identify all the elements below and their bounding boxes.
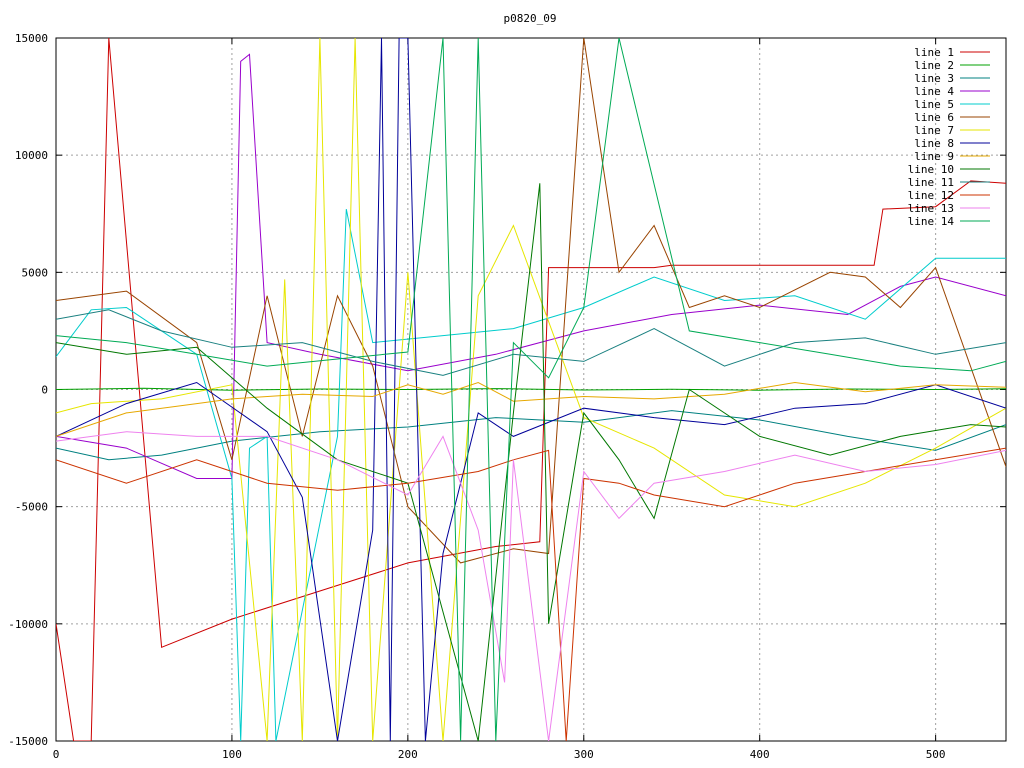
legend-label: line 14 [908, 215, 955, 228]
y-tick-label: 5000 [22, 266, 49, 279]
series-line-7 [56, 38, 1006, 741]
x-tick-label: 300 [574, 748, 594, 761]
legend-label: line 6 [914, 111, 954, 124]
series-line-6 [56, 38, 1006, 564]
y-tick-label: -5000 [15, 501, 48, 514]
series-line-1 [56, 38, 1006, 741]
series-line-13 [56, 431, 1006, 741]
chart-title: p0820_09 [504, 12, 557, 25]
y-tick-label: -15000 [8, 735, 48, 748]
legend-label: line 3 [914, 72, 954, 85]
series-line-3 [56, 410, 1006, 461]
y-tick-label: -10000 [8, 618, 48, 631]
y-tick-label: 0 [41, 384, 48, 397]
x-tick-label: 200 [398, 748, 418, 761]
legend-label: line 13 [908, 202, 954, 215]
legend-label: line 8 [914, 137, 954, 150]
series-lines [56, 38, 1006, 741]
y-tick-label: 15000 [15, 32, 48, 45]
legend-label: line 12 [908, 189, 954, 202]
series-line-8 [56, 38, 1006, 741]
series-line-4 [56, 53, 1006, 479]
x-tick-label: 400 [750, 748, 770, 761]
series-line-2 [56, 387, 1006, 391]
y-tick-label: 10000 [15, 149, 48, 162]
series-line-10 [56, 183, 1006, 741]
x-tick-label: 100 [222, 748, 242, 761]
series-line-9 [56, 381, 1006, 437]
x-tick-label: 500 [926, 748, 946, 761]
x-tick-label: 0 [53, 748, 60, 761]
legend-label: line 1 [914, 46, 954, 59]
series-line-5 [56, 209, 1006, 741]
series-line-14 [56, 38, 1006, 741]
legend-label: line 4 [914, 85, 954, 98]
legend-label: line 11 [908, 176, 954, 189]
legend-label: line 5 [914, 98, 954, 111]
legend-label: line 9 [914, 150, 954, 163]
legend-label: line 2 [914, 59, 954, 72]
series-line-12 [56, 447, 1006, 741]
legend-label: line 7 [914, 124, 954, 137]
legend-label: line 10 [908, 163, 954, 176]
series-line-11 [56, 309, 1006, 376]
